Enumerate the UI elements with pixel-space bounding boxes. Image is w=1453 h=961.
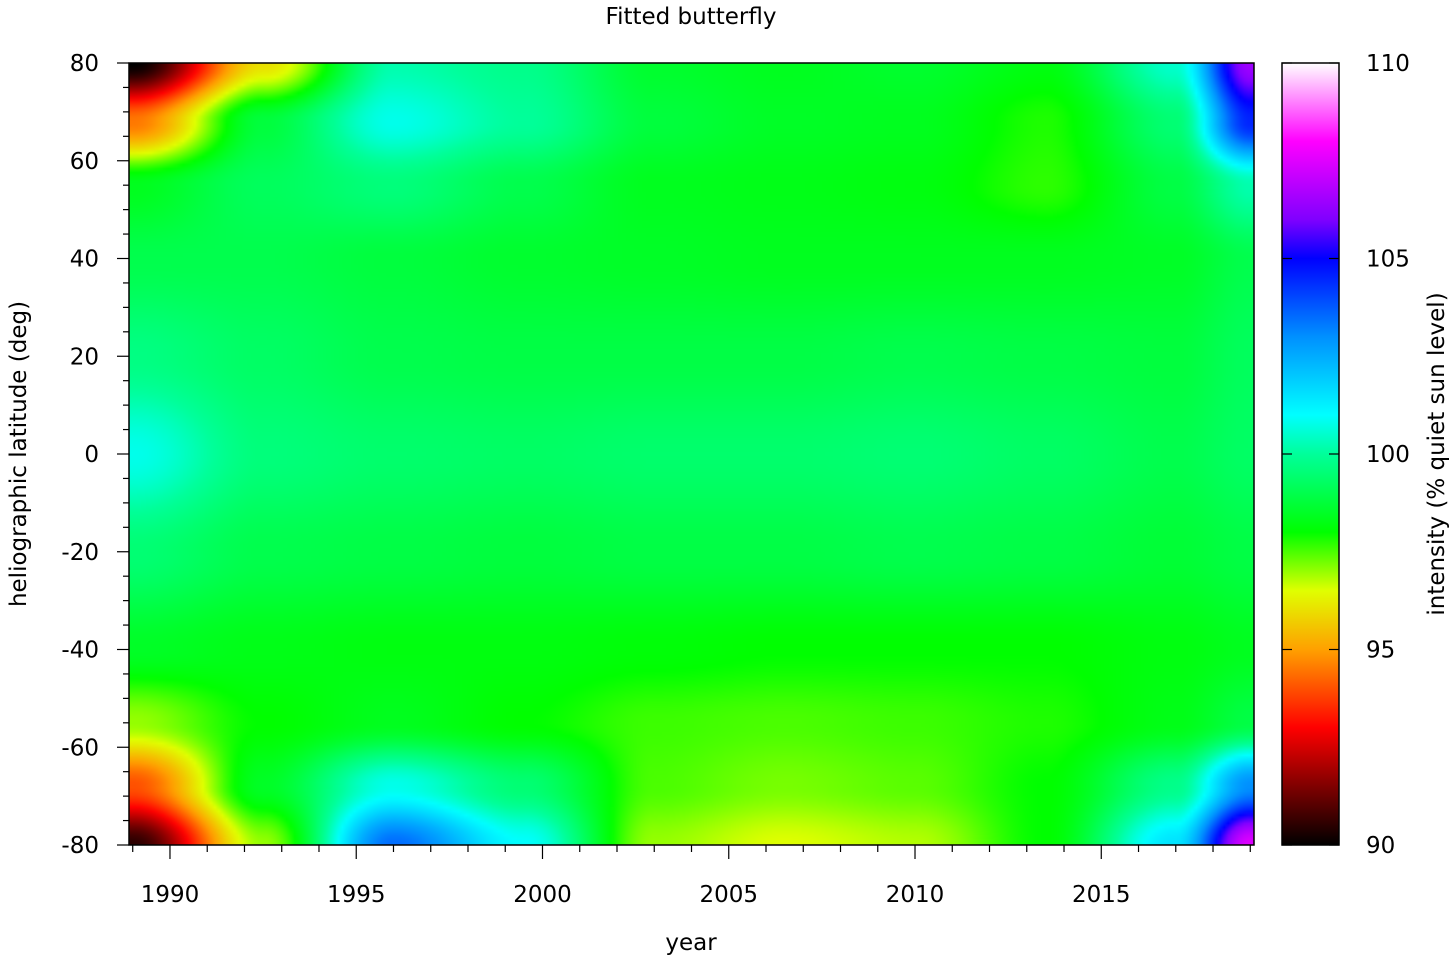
colorbar: 110 105 100 95 90 intensity (% quiet sun lev…: [1281, 51, 1450, 859]
colorbar-tick-label: 100: [1366, 442, 1410, 468]
x-axis-title: year: [665, 930, 717, 956]
y-tick-label: -40: [61, 638, 99, 664]
y-tick-label: -60: [61, 735, 99, 761]
x-tick-label: 1990: [141, 882, 200, 908]
heatmap-area: [129, 63, 1254, 845]
x-tick-label: 2000: [513, 882, 572, 908]
x-tick-label: 2015: [1072, 882, 1131, 908]
y-tick-label: 0: [84, 442, 99, 468]
heatmap-image: [129, 63, 1254, 845]
x-tick-label: 1995: [327, 882, 386, 908]
colorbar-tick-label: 95: [1366, 638, 1395, 664]
y-tick-label: -20: [61, 540, 99, 566]
y-tick-label: -80: [61, 833, 99, 859]
colorbar-axis: 110 105 100 95 90: [1282, 51, 1410, 859]
x-tick-label: 2010: [886, 882, 945, 908]
y-tick-label: 60: [70, 149, 99, 175]
y-axis-title: heliographic latitude (deg): [6, 301, 32, 607]
colorbar-tick-label: 105: [1366, 247, 1410, 273]
colorbar-tick-label: 90: [1366, 833, 1395, 859]
y-tick-label: 40: [70, 247, 99, 273]
y-tick-label: 20: [70, 344, 99, 370]
y-axis: 80 60 40 20 0 -20 -40 -60 -80: [61, 51, 129, 859]
chart-title: Fitted butterfly: [606, 4, 777, 30]
x-axis: 1990 1995 2000 2005 2010 2015: [132, 845, 1251, 908]
x-tick-label: 2005: [699, 882, 758, 908]
colorbar-tick-label: 110: [1366, 51, 1410, 77]
y-tick-label: 80: [70, 51, 99, 77]
colorbar-title: intensity (% quiet sun level): [1424, 292, 1450, 615]
